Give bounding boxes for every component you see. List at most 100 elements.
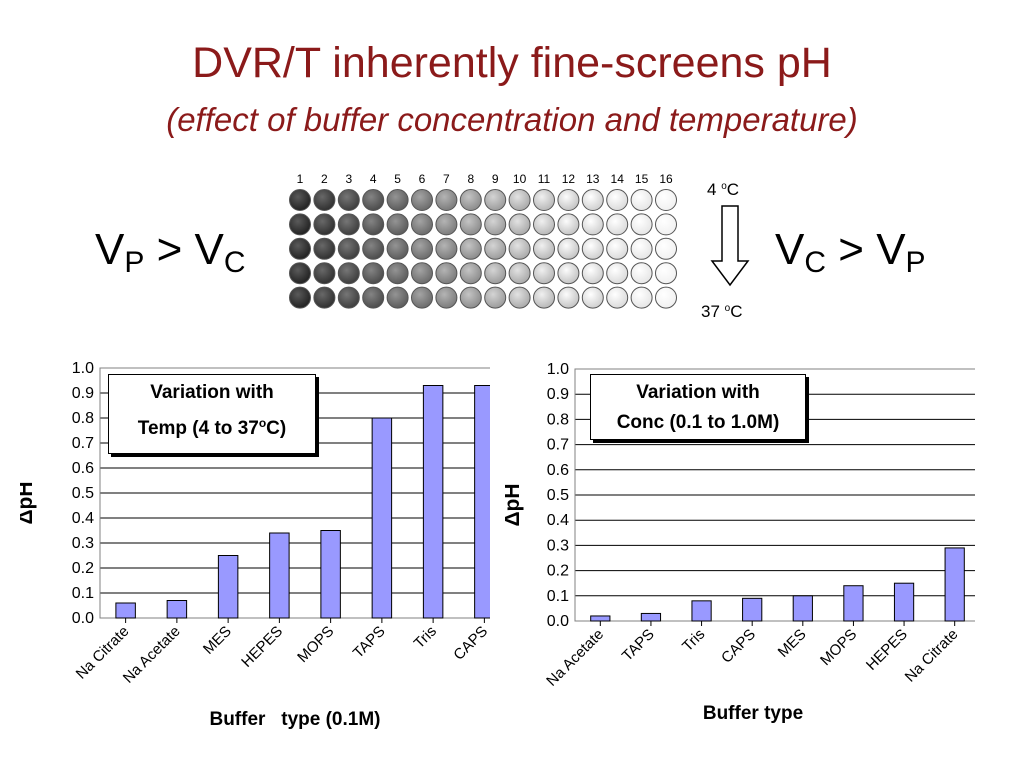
plate-well <box>362 213 385 236</box>
plate-well <box>313 189 336 211</box>
plate-well <box>313 262 336 285</box>
plate-well <box>411 213 433 236</box>
bar <box>590 615 611 622</box>
plate-well <box>362 189 385 211</box>
y-tick-label: 0.4 <box>72 510 94 527</box>
temp-top-label: 4 oC <box>707 180 739 200</box>
temp-box-line2: Temp (4 to 37oC) <box>109 408 315 444</box>
plate-well <box>386 286 409 309</box>
plate-column-label: 2 <box>321 172 328 186</box>
plate-well <box>459 213 482 236</box>
bar <box>115 602 136 619</box>
plate-well <box>630 286 653 309</box>
plate-well <box>362 262 385 285</box>
plate-well <box>337 237 360 260</box>
x-tick-label: TAPS <box>619 626 658 665</box>
plate-well <box>435 286 458 309</box>
plate-well <box>655 237 677 260</box>
plate-well <box>459 237 482 260</box>
plate-well <box>655 286 677 309</box>
y-tick-label: 0.0 <box>547 613 569 630</box>
plate-well <box>313 286 336 309</box>
y-tick-label: 0.3 <box>547 537 569 554</box>
bar <box>217 555 239 619</box>
right-s1: C <box>804 246 827 279</box>
plate-well <box>289 286 311 309</box>
plate-well <box>362 286 385 309</box>
y-tick-label: 0.7 <box>72 435 94 452</box>
x-tick-label: MES <box>775 626 810 661</box>
plate-well <box>557 262 580 285</box>
plate-column-label: 16 <box>659 172 673 186</box>
y-tick-label: 0.6 <box>547 462 569 479</box>
temp-bottom-degree: o <box>724 303 731 314</box>
plate-well <box>386 237 409 260</box>
right-v2: V <box>876 225 906 274</box>
plate-well <box>581 189 604 211</box>
bar <box>320 530 341 619</box>
plate-well <box>337 262 360 285</box>
plate-well <box>606 286 629 309</box>
plate-well <box>411 262 433 285</box>
x-tick-label: Na Citrate <box>902 626 962 686</box>
bar <box>269 532 290 619</box>
plate-well <box>533 189 555 211</box>
plate-well <box>337 213 360 236</box>
plate-well <box>484 286 507 309</box>
y-tick-label: 1.0 <box>72 360 94 377</box>
plate-well <box>289 237 311 260</box>
plate-well <box>435 189 458 211</box>
y-axis-label: ΔpH <box>20 481 37 524</box>
x-tick-label: MOPS <box>294 623 337 666</box>
plate-well <box>313 237 336 260</box>
plate-well <box>655 213 677 236</box>
left-v1: V <box>95 225 125 274</box>
plate-column-label: 13 <box>586 172 600 186</box>
down-arrow-icon <box>710 205 750 287</box>
plate-well <box>386 189 409 211</box>
y-tick-label: 0.2 <box>547 563 569 580</box>
left-op: > <box>144 225 195 274</box>
temp-top-degree: o <box>721 181 727 192</box>
plate-well <box>606 189 629 211</box>
plate-well <box>435 213 458 236</box>
y-tick-label: 0.4 <box>547 512 569 529</box>
y-tick-label: 0.9 <box>72 385 94 402</box>
plate-well <box>337 189 360 211</box>
plate-well <box>557 237 580 260</box>
plate-column-label: 4 <box>370 172 377 186</box>
plate-well <box>508 262 531 285</box>
y-tick-label: 0.5 <box>72 485 94 502</box>
plate-column-label: 1 <box>297 172 304 186</box>
bar <box>742 597 763 622</box>
plate-column-label: 5 <box>394 172 401 186</box>
plate-well <box>606 262 629 285</box>
plate-column-label: 14 <box>611 172 625 186</box>
plate-well <box>484 213 507 236</box>
left-v2: V <box>194 225 224 274</box>
temp-box-line1: Variation with <box>150 382 274 403</box>
bar <box>944 547 965 622</box>
right-s2: P <box>905 246 926 279</box>
x-tick-label: HEPES <box>863 626 911 674</box>
plate-well <box>533 286 555 309</box>
temp-top-value: 4 <box>707 180 722 199</box>
plate-column-label: 6 <box>419 172 426 186</box>
temp-box-line2-pre: Temp (4 to 37 <box>137 418 259 439</box>
plate-column-label: 11 <box>538 172 551 186</box>
plate-well <box>606 237 629 260</box>
plate-well <box>484 189 507 211</box>
x-tick-label: HEPES <box>238 623 286 671</box>
x-tick-label: MES <box>200 623 235 658</box>
bar <box>474 385 490 619</box>
plate-well <box>411 237 433 260</box>
slide-title: DVR/T inherently fine-screens pH <box>192 39 832 87</box>
y-tick-label: 0.6 <box>72 460 94 477</box>
x-tick-label: CAPS <box>718 626 759 667</box>
y-tick-label: 0.5 <box>547 487 569 504</box>
plate-well <box>581 262 604 285</box>
slide-subtitle: (effect of buffer concentration and temp… <box>166 101 858 138</box>
plate-well <box>508 286 531 309</box>
temp-bottom-unit: C <box>730 302 743 321</box>
plate-well <box>386 262 409 285</box>
